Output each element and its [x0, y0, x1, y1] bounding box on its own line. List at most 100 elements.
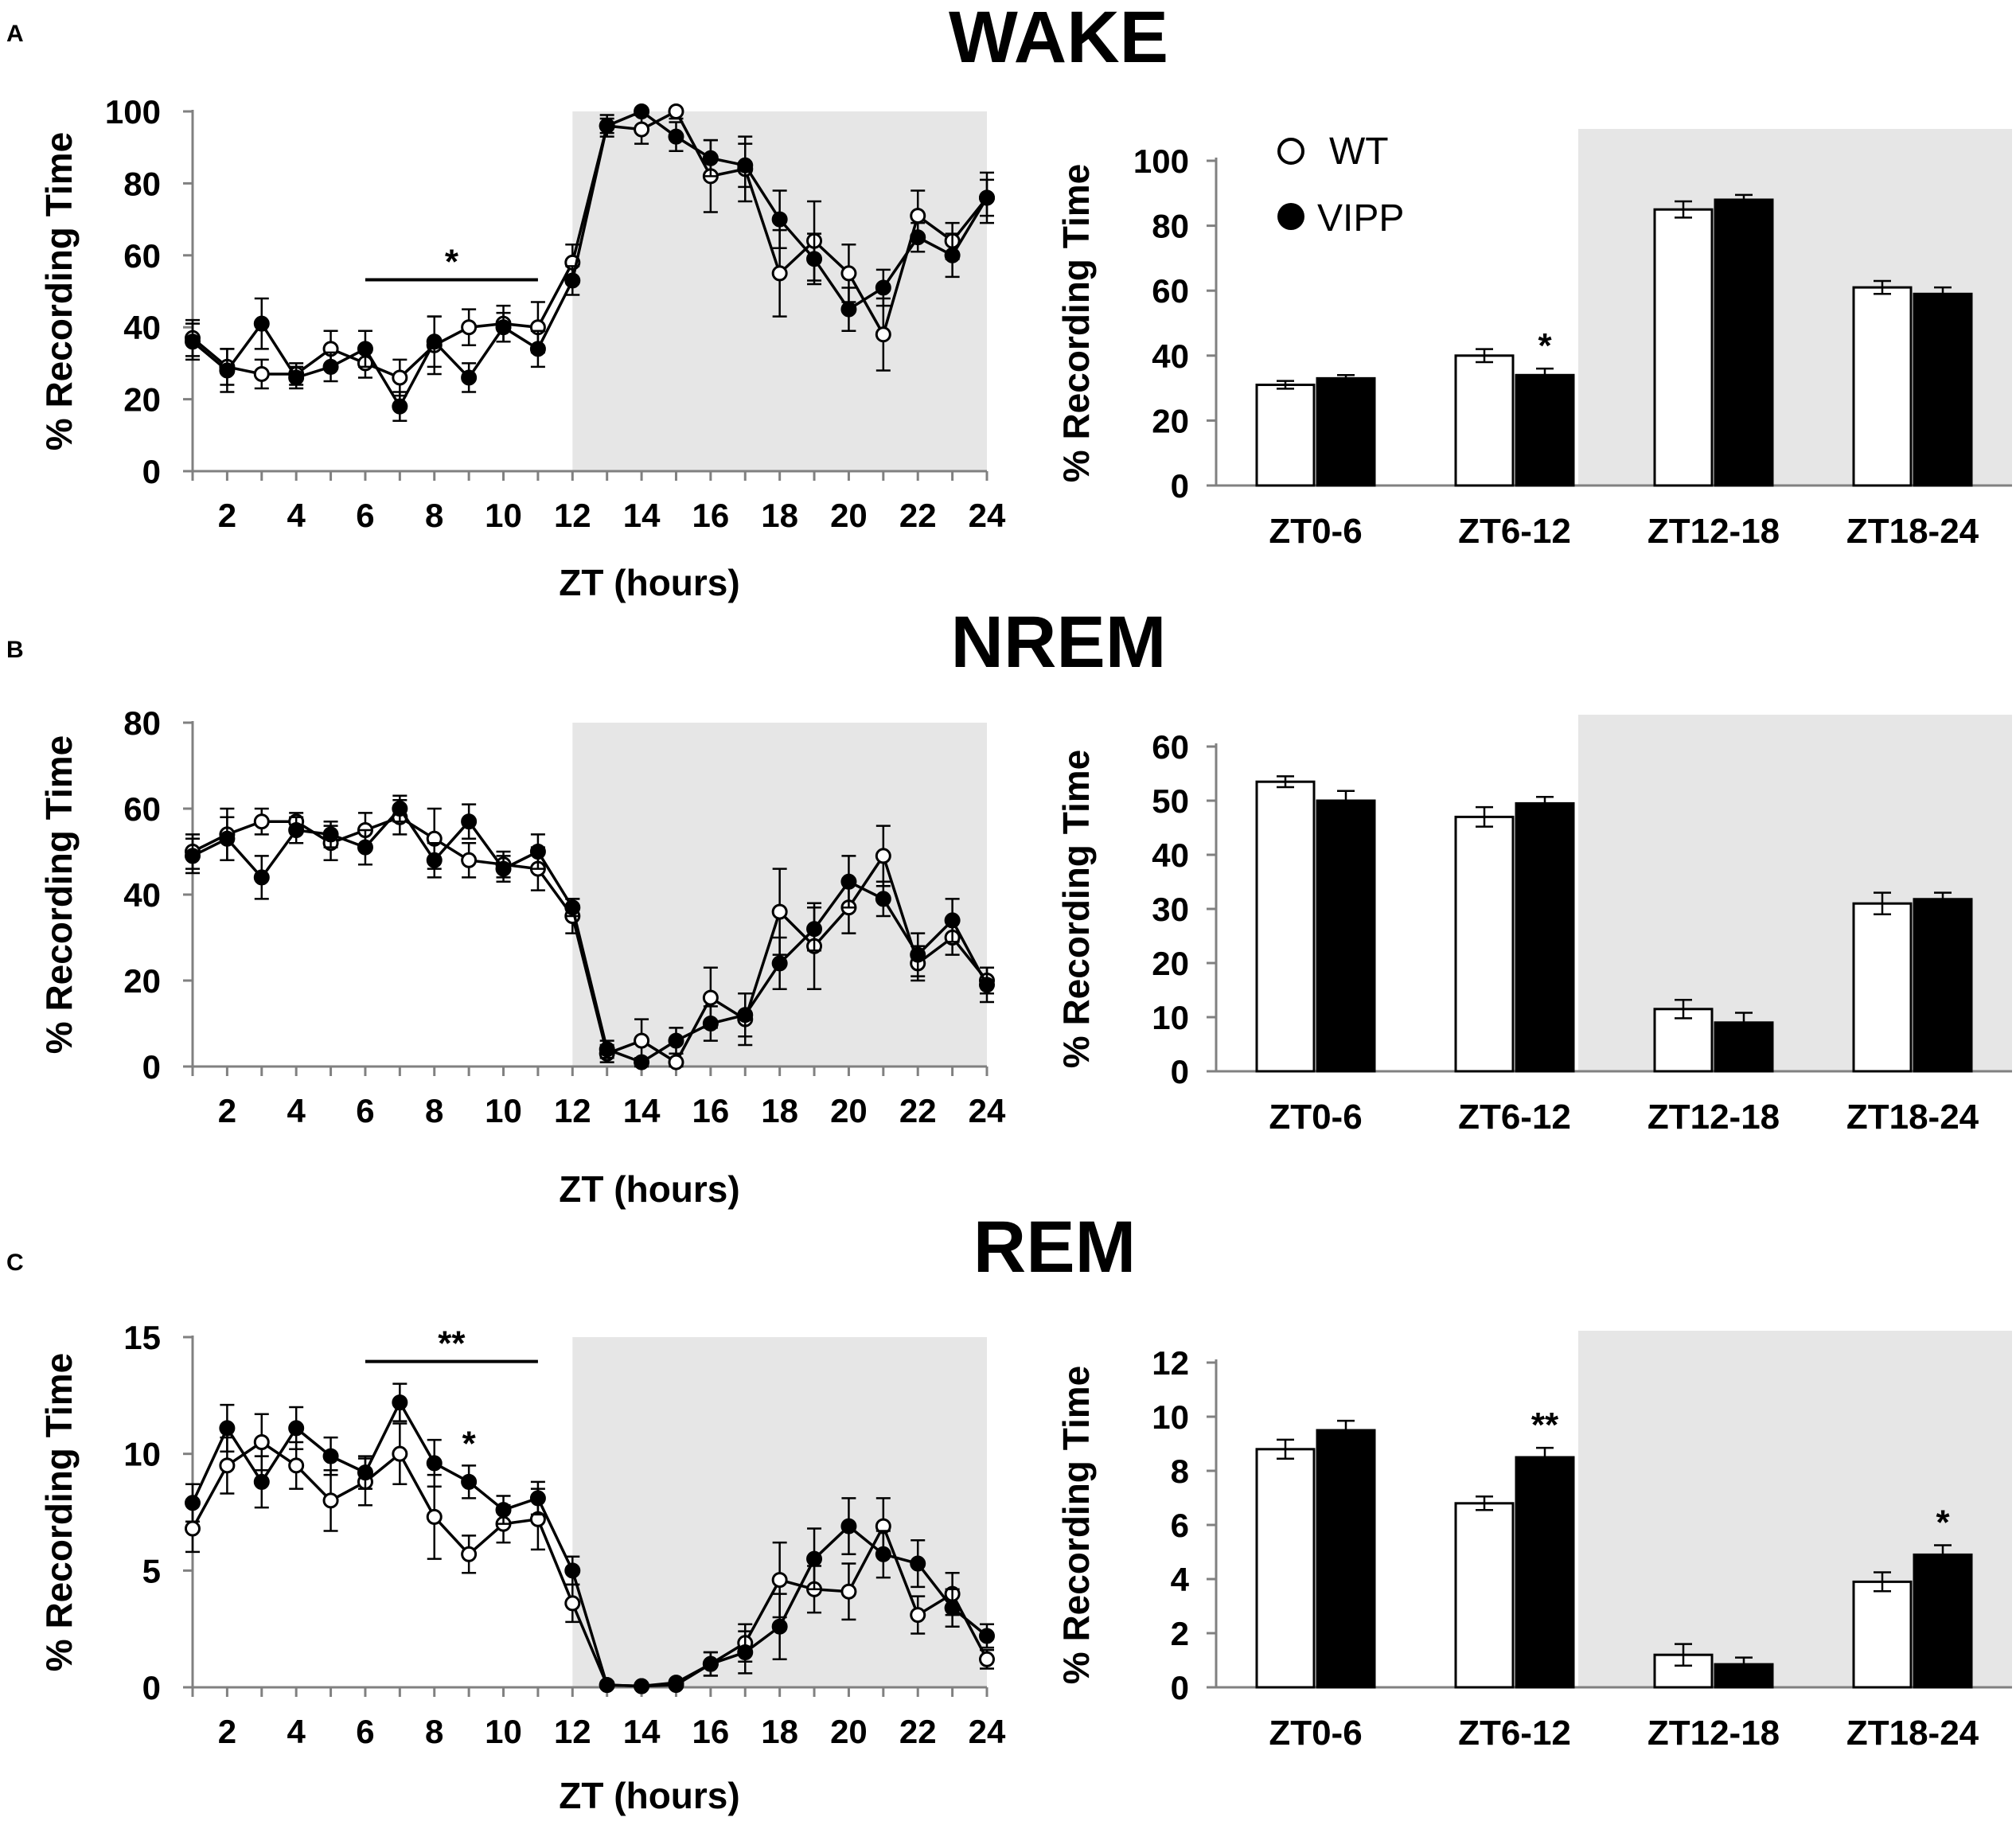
x-tick-label: 18 — [761, 497, 798, 534]
significance-label: * — [1538, 326, 1552, 365]
x-tick-label: 10 — [485, 1092, 522, 1129]
y-tick-label: 60 — [123, 237, 161, 275]
y-tick-label: 20 — [123, 381, 161, 419]
data-point-vipp — [288, 369, 305, 386]
data-point-vipp — [288, 1420, 305, 1437]
wake-bar-chart: 0 20 40 60 80 100 % Recording Time ZT0-6 ZT6-12 Z… — [1055, 129, 2012, 551]
data-point-vipp — [944, 247, 961, 263]
data-point-wt — [840, 265, 857, 282]
y-tick-label: 60 — [1152, 728, 1189, 766]
x-axis-title: ZT (hours) — [559, 562, 739, 603]
x-axis-title: ZT (hours) — [559, 1168, 739, 1210]
significance-label: * — [445, 243, 459, 282]
data-point-vipp — [840, 873, 857, 890]
x-tick-label: 12 — [554, 497, 591, 534]
data-point-vipp — [806, 921, 823, 938]
significance-label: * — [462, 1424, 477, 1463]
category-label: ZT0-6 — [1269, 1714, 1362, 1753]
data-point-vipp — [564, 272, 581, 289]
y-tick-label: 20 — [123, 962, 161, 1000]
data-point-vipp — [840, 301, 857, 318]
x-tick-label: 14 — [623, 1092, 661, 1129]
bar-wt — [1852, 902, 1913, 1073]
data-point-wt — [426, 1508, 443, 1525]
data-point-vipp — [392, 1394, 408, 1411]
data-point-vipp — [668, 1675, 684, 1691]
data-point-vipp — [979, 977, 995, 993]
y-tick-label: 5 — [142, 1552, 161, 1589]
data-point-vipp — [771, 1618, 788, 1635]
data-point-vipp — [979, 1628, 995, 1644]
y-tick-label: 60 — [123, 790, 161, 828]
y-tick-label: 30 — [1152, 891, 1189, 928]
data-point-vipp — [529, 1490, 546, 1507]
y-tick-label: 10 — [123, 1436, 161, 1473]
data-point-vipp — [322, 1448, 339, 1464]
bar-vipp — [1913, 898, 1973, 1073]
x-tick-label: 20 — [830, 497, 868, 534]
data-point-wt — [322, 1492, 339, 1509]
y-tick-label: 40 — [123, 309, 161, 346]
bar-wt — [1653, 208, 1714, 487]
bar-vipp — [1316, 799, 1376, 1073]
x-tick-label: 20 — [830, 1092, 868, 1129]
bar-wt — [1454, 815, 1515, 1073]
data-point-wt — [288, 1457, 305, 1474]
y-tick-label: 0 — [1171, 1053, 1189, 1090]
data-point-wt — [634, 1032, 650, 1049]
category-label: ZT12-18 — [1648, 1714, 1780, 1753]
y-tick-label: 80 — [123, 704, 161, 742]
y-axis-title: % Recording Time — [38, 132, 80, 450]
y-tick-label: 80 — [123, 165, 161, 202]
bar-vipp — [1913, 292, 1973, 487]
data-point-vipp — [737, 1007, 754, 1024]
data-point-vipp — [910, 229, 926, 246]
y-tick-label: 100 — [1133, 142, 1189, 180]
x-tick-label: 6 — [356, 497, 374, 534]
data-point-vipp — [564, 1562, 581, 1579]
x-tick-label: 22 — [899, 497, 937, 534]
data-point-vipp — [185, 848, 201, 864]
y-tick-label: 80 — [1152, 208, 1189, 245]
bar-vipp — [1515, 1456, 1575, 1689]
legend-wt-label: WT — [1329, 131, 1389, 173]
y-tick-label: 0 — [1171, 467, 1189, 505]
data-point-vipp — [944, 912, 961, 929]
data-point-vipp — [910, 946, 926, 963]
data-point-wt — [253, 1434, 270, 1450]
x-tick-label: 18 — [761, 1092, 798, 1129]
panel-letter-b: B — [6, 637, 24, 663]
bar-wt — [1852, 1580, 1913, 1689]
bar-vipp — [1515, 373, 1575, 487]
data-point-wt — [461, 1546, 478, 1562]
category-label: ZT18-24 — [1846, 1714, 1979, 1753]
x-tick-label: 14 — [623, 497, 661, 534]
data-point-vipp — [392, 801, 408, 817]
data-point-wt — [564, 1595, 581, 1612]
data-point-vipp — [426, 852, 443, 868]
data-point-vipp — [529, 844, 546, 860]
data-point-vipp — [875, 279, 891, 296]
data-point-vipp — [219, 362, 236, 379]
data-point-vipp — [564, 899, 581, 916]
significance-label: ** — [1531, 1406, 1559, 1445]
y-tick-label: 40 — [1152, 836, 1189, 874]
data-point-vipp — [253, 1473, 270, 1490]
data-point-vipp — [634, 103, 650, 119]
data-point-vipp — [737, 1644, 754, 1660]
x-tick-label: 4 — [287, 1092, 306, 1129]
y-tick-label: 4 — [1171, 1561, 1190, 1598]
data-point-vipp — [495, 860, 512, 877]
data-point-wt — [702, 989, 719, 1006]
y-tick-label: 20 — [1152, 402, 1189, 439]
category-label: ZT6-12 — [1458, 1714, 1571, 1753]
panel-title-nrem: NREM — [951, 602, 1167, 683]
x-tick-label: 22 — [899, 1713, 937, 1750]
data-point-vipp — [771, 955, 788, 972]
y-axis-title: % Recording Time — [38, 735, 80, 1054]
data-point-wt — [634, 121, 650, 138]
y-axis-title: % Recording Time — [1055, 164, 1097, 482]
